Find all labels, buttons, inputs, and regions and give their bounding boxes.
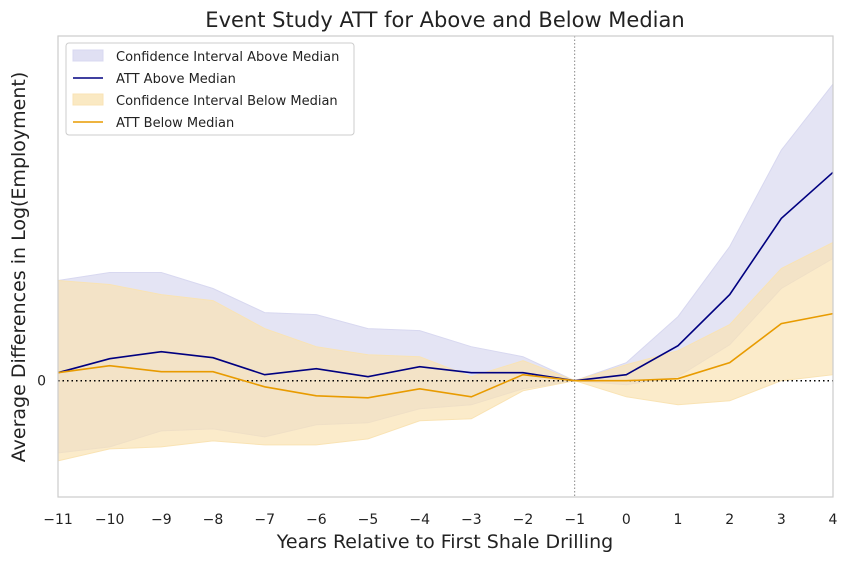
x-tick-label: 4 — [829, 512, 838, 528]
x-tick-label: −5 — [358, 512, 379, 528]
x-tick-label: 0 — [622, 512, 631, 528]
x-tick-label: −2 — [513, 512, 534, 528]
legend-swatch — [72, 93, 104, 106]
x-tick-label: −4 — [409, 512, 430, 528]
att-above-median-line — [57, 171, 834, 382]
att-below-median-line — [57, 312, 834, 399]
x-tick-label: 1 — [674, 512, 683, 528]
x-axis-ticks: −11 −10 −9 −8 −7 −6 −5 −4 −3 −2 −1 0 1 2 3 4 — [43, 512, 837, 528]
series-lines — [57, 171, 834, 399]
confidence-bands — [57, 82, 834, 462]
x-axis-label: Years Relative to First Shale Drilling — [276, 531, 613, 553]
x-tick-label: −11 — [43, 512, 73, 528]
legend-label: Confidence Interval Below Median — [116, 94, 338, 109]
x-tick-label: −10 — [95, 512, 125, 528]
chart-title: Event Study ATT for Above and Below Medi… — [205, 8, 684, 32]
y-tick-label: 0 — [37, 374, 46, 390]
legend-swatch — [72, 49, 104, 62]
x-tick-label: 2 — [725, 512, 734, 528]
y-axis-label: Average Differences in Log(Employment) — [8, 72, 30, 462]
reference-lines — [58, 36, 833, 497]
legend-box — [65, 42, 355, 136]
x-tick-label: −6 — [306, 512, 327, 528]
x-tick-label: 3 — [777, 512, 786, 528]
x-tick-label: −7 — [254, 512, 275, 528]
y-axis-ticks: 0 — [37, 374, 46, 390]
x-tick-label: −3 — [461, 512, 482, 528]
x-tick-label: −9 — [151, 512, 172, 528]
legend: Confidence Interval Above Median ATT Abov… — [65, 42, 355, 136]
legend-label: ATT Above Median — [116, 72, 236, 87]
legend-label: Confidence Interval Above Median — [116, 50, 339, 65]
plot-frame — [57, 35, 834, 498]
x-tick-label: −1 — [564, 512, 585, 528]
legend-label: ATT Below Median — [116, 116, 234, 131]
x-tick-label: −8 — [203, 512, 224, 528]
